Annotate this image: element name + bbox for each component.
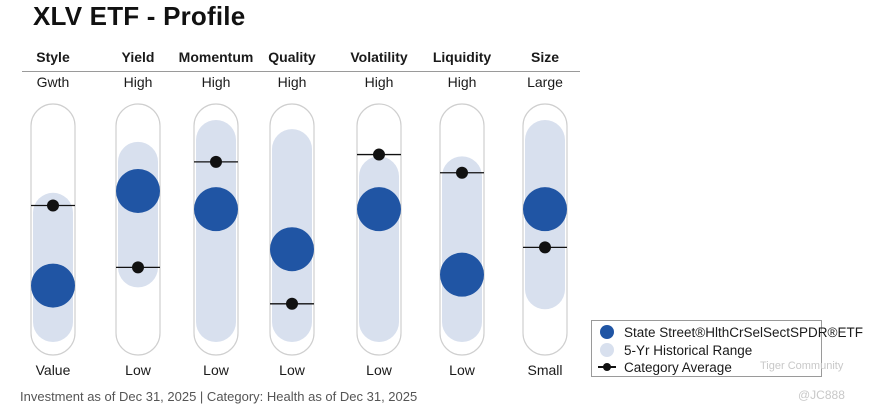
col-bottom-label-style: Value bbox=[35, 362, 71, 378]
watermark-user: @JC888 bbox=[798, 388, 845, 402]
range-bar-liquidity bbox=[442, 156, 482, 342]
col-name-size: Size bbox=[530, 49, 560, 65]
col-bottom-label-size: Small bbox=[527, 362, 563, 378]
category-dot-quality bbox=[286, 297, 298, 310]
col-bottom-label-volatility: Low bbox=[366, 362, 392, 378]
legend-label-category: Category Average bbox=[624, 359, 732, 375]
category-marker-icon bbox=[598, 358, 616, 376]
range-bar-volatility bbox=[359, 156, 399, 342]
category-dot-liquidity bbox=[456, 166, 468, 179]
col-top-label-liquidity: High bbox=[447, 74, 477, 90]
col-top-label-style: Gwth bbox=[36, 74, 70, 90]
category-dot-momentum bbox=[210, 155, 222, 168]
category-dot-size bbox=[539, 241, 551, 254]
fund-dot-momentum bbox=[194, 187, 238, 232]
col-name-volatility: Volatility bbox=[350, 49, 408, 65]
col-name-momentum: Momentum bbox=[178, 49, 254, 65]
range-dot-icon bbox=[600, 343, 614, 357]
watermark-community: Tiger Community bbox=[760, 360, 844, 372]
category-dot-volatility bbox=[373, 148, 385, 161]
fund-dot-size bbox=[523, 187, 567, 232]
fund-dot-liquidity bbox=[440, 252, 484, 297]
legend-label-fund: State Street®HlthCrSelSectSPDR®ETF bbox=[624, 324, 863, 340]
legend-item-category: Category Average bbox=[598, 358, 732, 376]
col-top-label-momentum: High bbox=[201, 74, 231, 90]
page-title: XLV ETF - Profile bbox=[33, 1, 246, 31]
col-top-label-volatility: High bbox=[364, 74, 394, 90]
fund-dot-yield bbox=[116, 168, 160, 213]
legend-item-fund: State Street®HlthCrSelSectSPDR®ETF bbox=[598, 323, 863, 341]
col-bottom-label-momentum: Low bbox=[203, 362, 229, 378]
category-dot-style bbox=[47, 199, 59, 212]
col-bottom-label-liquidity: Low bbox=[449, 362, 475, 378]
col-top-label-size: Large bbox=[527, 74, 563, 90]
fund-dot-icon bbox=[600, 325, 614, 339]
col-name-quality: Quality bbox=[268, 49, 316, 65]
col-top-label-quality: High bbox=[277, 74, 307, 90]
header-divider bbox=[22, 71, 580, 72]
col-bottom-label-quality: Low bbox=[279, 362, 305, 378]
fund-dot-volatility bbox=[357, 187, 401, 232]
col-top-label-yield: High bbox=[123, 74, 153, 90]
fund-dot-quality bbox=[270, 227, 314, 272]
legend-item-range: 5-Yr Historical Range bbox=[598, 341, 752, 359]
col-bottom-label-yield: Low bbox=[125, 362, 151, 378]
fund-dot-style bbox=[31, 263, 75, 308]
legend-label-range: 5-Yr Historical Range bbox=[624, 342, 753, 358]
category-dot-yield bbox=[132, 261, 144, 274]
col-name-style: Style bbox=[36, 49, 70, 65]
legend: State Street®HlthCrSelSectSPDR®ETF 5-Yr … bbox=[591, 320, 863, 377]
footer-note: Investment as of Dec 31, 2025 | Category… bbox=[20, 389, 418, 404]
col-name-yield: Yield bbox=[121, 49, 155, 65]
col-name-liquidity: Liquidity bbox=[432, 49, 492, 65]
